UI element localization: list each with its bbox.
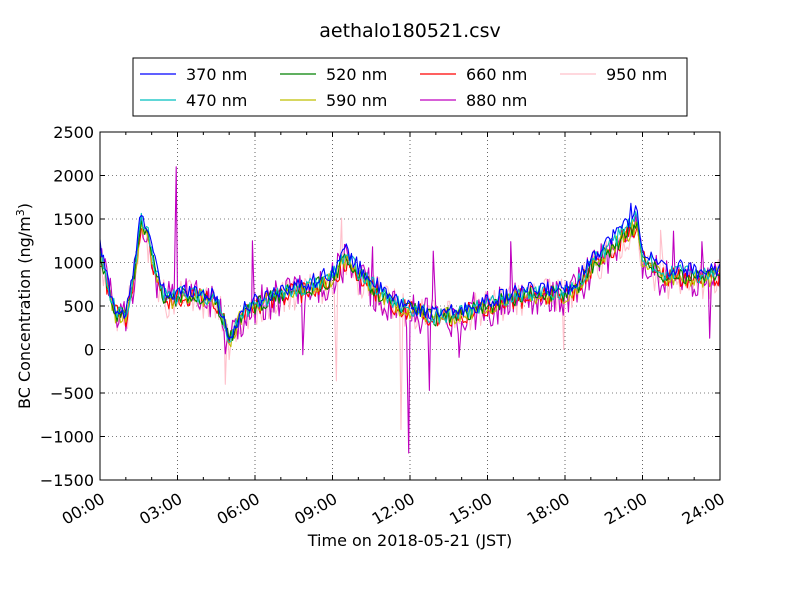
legend-label: 520 nm [326, 65, 387, 84]
y-tick-label: 2500 [53, 123, 94, 142]
y-tick-label: −1000 [40, 428, 94, 447]
y-tick-label: −500 [50, 384, 94, 403]
chart-title: aethalo180521.csv [319, 20, 501, 42]
y-tick-label: 500 [63, 297, 94, 316]
y-tick-label: 1500 [53, 210, 94, 229]
series-line-590-nm [100, 219, 720, 348]
legend-box [132, 57, 688, 117]
legend: 370 nm 470 nm 520 nm 590 nm 660 nm 880 nm 950 … [132, 57, 688, 117]
legend-label: 370 nm [186, 65, 247, 84]
y-tick-label: 1000 [53, 254, 94, 273]
y-axis-label-main: BC Concentration (ng/m [15, 216, 34, 409]
series-line-470-nm [100, 211, 720, 343]
legend-label: 950 nm [606, 65, 667, 84]
x-axis-label: Time on 2018-05-21 (JST) [307, 531, 512, 550]
y-axis-label: BC Concentration (ng/m3) [14, 203, 34, 409]
y-tick-label: 0 [84, 341, 94, 360]
y-axis-label-superscript: 3 [14, 209, 27, 216]
series-line-370-nm [100, 202, 720, 340]
plot-area: 00:00 03:00 06:00 09:00 12:00 15:00 18:00 21:00… [40, 123, 728, 529]
y-tick-label: −1500 [40, 471, 94, 490]
legend-label: 880 nm [466, 91, 527, 110]
legend-label: 470 nm [186, 91, 247, 110]
series-lines [100, 166, 720, 454]
legend-label: 660 nm [466, 65, 527, 84]
y-tick-label: 2000 [53, 167, 94, 186]
legend-label: 590 nm [326, 91, 387, 110]
y-axis-label-end: ) [15, 203, 34, 209]
